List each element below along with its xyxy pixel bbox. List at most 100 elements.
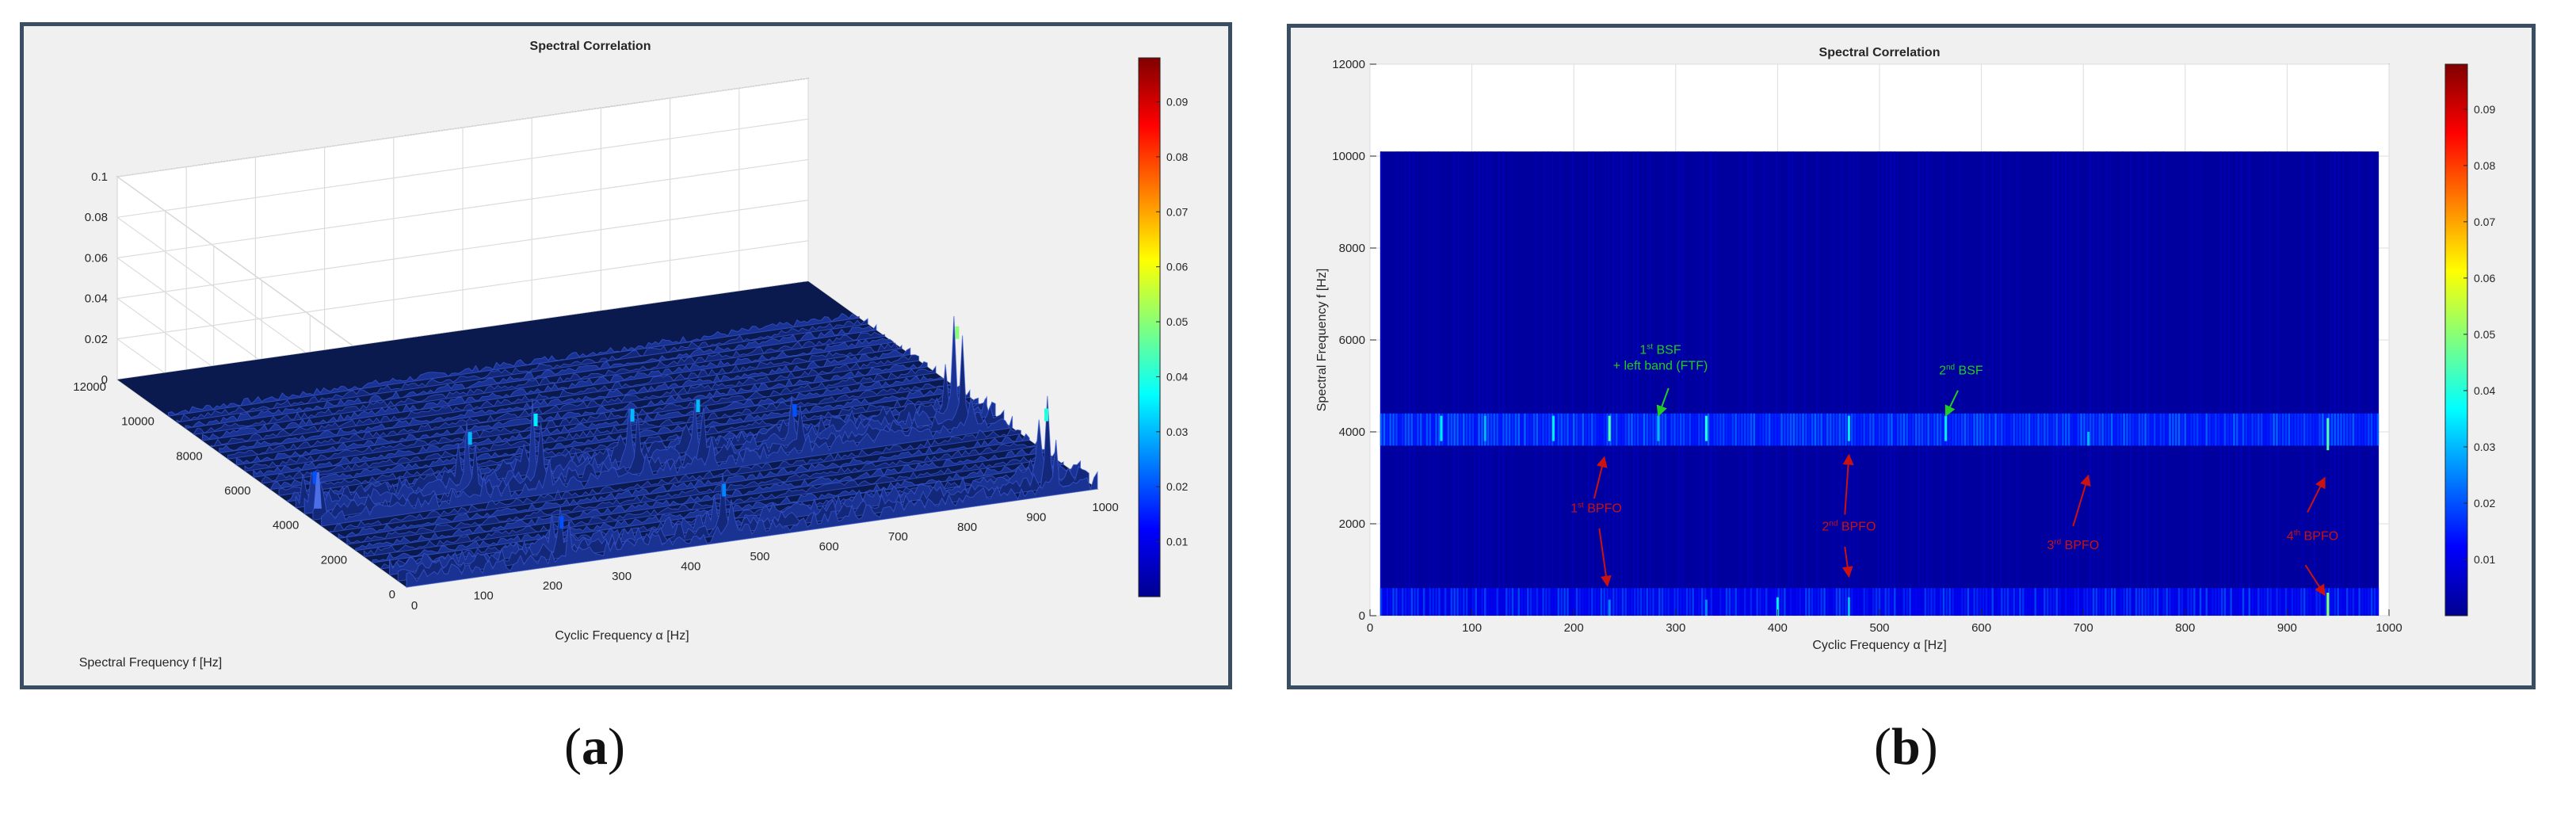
y-tick-label: 8000 <box>176 449 202 463</box>
hot-line <box>1944 415 1948 441</box>
x-tick-label: 800 <box>2175 621 2195 635</box>
x-tick-label: 500 <box>750 550 769 563</box>
x-tick-label: 400 <box>1768 621 1788 635</box>
hot-line <box>2326 418 2330 451</box>
surface-plot-canvas: 0100200300400500600700800900100002000400… <box>24 26 1228 685</box>
x-tick-label: 900 <box>1026 510 1046 524</box>
z-tick-label: 0.06 <box>85 251 108 265</box>
hot-line <box>1847 597 1850 616</box>
colorbar-tick-label: 0.07 <box>2474 216 2495 228</box>
y-tick-label: 6000 <box>1339 334 1365 347</box>
annotation-label: 4th BPFO <box>2287 529 2338 543</box>
x-tick-label: 600 <box>819 540 839 554</box>
surface-spike <box>313 471 322 509</box>
colorbar-tick-label: 0.01 <box>1166 536 1188 548</box>
annotation-arrow <box>1598 528 1612 587</box>
z-tick-label: 0.02 <box>85 333 108 346</box>
colorbar-tick-label: 0.09 <box>2474 103 2495 116</box>
y-axis-label: Spectral Frequency f [Hz] <box>1315 269 1329 412</box>
colorbar-tick-label: 0.08 <box>1166 151 1188 163</box>
x-axis-label: Cyclic Frequency α [Hz] <box>555 629 689 643</box>
hot-line <box>1657 415 1660 441</box>
hot-line <box>1776 597 1779 616</box>
x-tick-label: 100 <box>474 590 494 603</box>
x-tick-label: 800 <box>957 521 977 534</box>
annotation-label: 2nd BSF <box>1939 364 1983 378</box>
annotation-arrow <box>1656 387 1670 418</box>
x-tick-label: 1000 <box>2376 621 2402 635</box>
annotation-label: 1st BSF <box>1639 342 1681 357</box>
hot-line <box>1551 415 1555 441</box>
annotation-arrow <box>2072 474 2091 527</box>
colorbar-tick-label: 0.02 <box>1166 480 1188 493</box>
chart-title: Spectral Correlation <box>1819 46 1941 59</box>
hot-line <box>1440 415 1443 441</box>
annotation-arrow <box>2307 476 2326 513</box>
annotation-arrow <box>1944 390 1959 417</box>
annotation: 1st BSF + left band (FTF) <box>1613 342 1708 418</box>
x-tick-label: 200 <box>1564 621 1584 635</box>
y-tick-label: 12000 <box>73 380 106 394</box>
annotation-arrow <box>1841 546 1853 578</box>
panel-a-surface-plot: 0 100 200 300 400 500 600 700 800 900 1000 0 2000 400… <box>20 22 1232 689</box>
caption-a: (a) <box>564 718 625 776</box>
colorbar-tick-label: 0.05 <box>2474 328 2495 341</box>
x-tick-label: 900 <box>2277 621 2297 635</box>
y-tick-label: 0 <box>389 588 395 601</box>
surface-peak <box>559 516 564 529</box>
surface-peak <box>722 483 727 497</box>
x-tick-label: 400 <box>681 559 700 573</box>
annotation-arrow <box>1593 456 1608 499</box>
y-tick-label: 10000 <box>1332 150 1365 163</box>
hot-line <box>2087 432 2090 446</box>
colorbar-tick-label: 0.06 <box>1166 261 1188 273</box>
surface-peak <box>792 403 797 417</box>
hot-line <box>2326 593 2330 616</box>
z-tick-label: 0.1 <box>91 170 108 184</box>
annotation-arrow <box>2304 564 2326 597</box>
surface-peak <box>467 432 472 445</box>
surface-peak <box>630 409 635 422</box>
colorbar-tick-label: 0.04 <box>2474 384 2495 397</box>
y-tick-label: 8000 <box>1339 242 1365 255</box>
surface-peak <box>1044 408 1049 422</box>
colorbar-tick-label: 0.08 <box>2474 159 2495 172</box>
heatmap-data <box>1380 151 2379 616</box>
hot-line <box>1608 599 1611 616</box>
colorbar <box>2444 63 2468 616</box>
x-tick-label: 1000 <box>1092 501 1118 514</box>
x-tick-label: 200 <box>543 579 563 593</box>
colorbar-tick-label: 0.03 <box>1166 426 1188 438</box>
annotation-label: 2nd BPFO <box>1822 520 1876 534</box>
surface <box>117 281 1098 588</box>
surface-peak <box>312 471 317 484</box>
x-tick-label: 700 <box>888 530 908 544</box>
annotation: 4th BPFO <box>2287 476 2338 597</box>
colorbar-tick-label: 0.02 <box>2474 497 2495 510</box>
annotation: 2nd BSF <box>1939 364 1983 417</box>
x-tick-label: 700 <box>2074 621 2093 635</box>
x-tick-label: 600 <box>1971 621 1991 635</box>
colorbar-tick-label: 0.07 <box>1166 205 1188 218</box>
annotation-label: + left band (FTF) <box>1613 359 1708 372</box>
surface-peak <box>696 399 700 413</box>
x-tick-label: 300 <box>612 570 632 583</box>
colorbar-tick-label: 0.04 <box>1166 370 1188 383</box>
hot-line <box>1847 415 1850 441</box>
y-tick-label: 4000 <box>273 519 299 532</box>
colorbar-tick-label: 0.03 <box>2474 441 2495 453</box>
annotation: 3rd BPFO <box>2047 474 2099 552</box>
y-tick-label: 10000 <box>121 415 155 429</box>
hot-line <box>1608 415 1611 441</box>
x-tick-label: 0 <box>411 599 418 613</box>
hot-line <box>1704 599 1708 616</box>
x-tick-label: 500 <box>1869 621 1889 635</box>
colorbar-tick-label: 0.09 <box>1166 96 1188 109</box>
y-tick-label: 4000 <box>1339 426 1365 439</box>
annotation-label: 1st BPFO <box>1570 502 1622 516</box>
annotation: 1st BPFO <box>1570 456 1622 587</box>
hot-line <box>1704 415 1708 441</box>
annotation-arrow <box>1842 453 1854 515</box>
x-axis-label: Cyclic Frequency α [Hz] <box>1812 639 1946 652</box>
z-tick-label: 0 <box>101 373 108 387</box>
